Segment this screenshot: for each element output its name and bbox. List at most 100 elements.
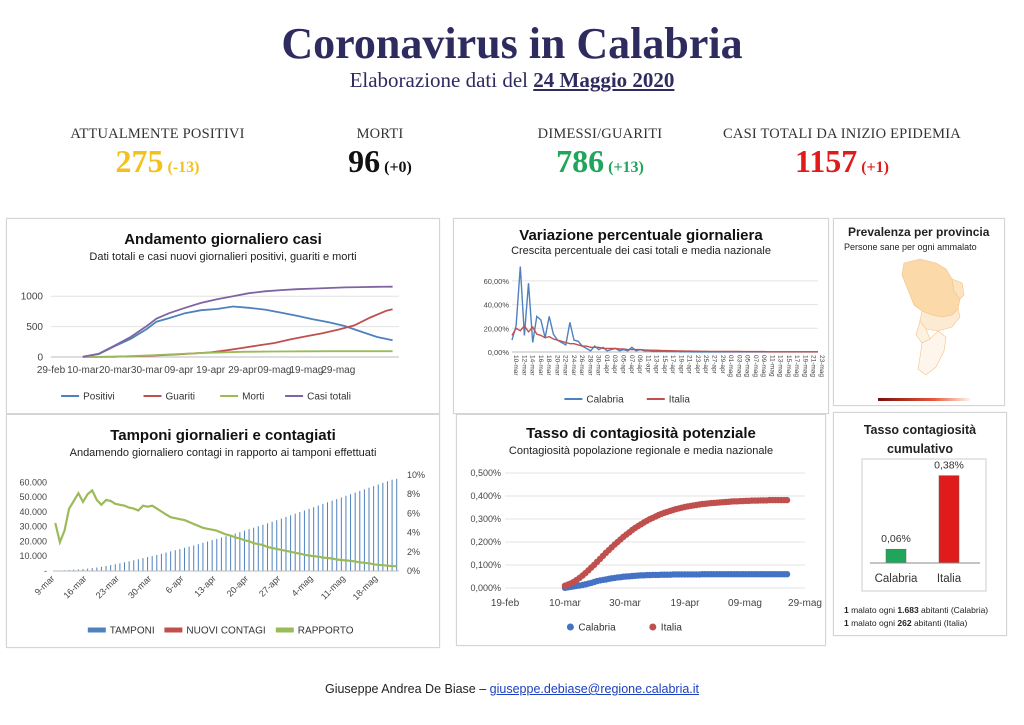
kpi-label: MORTI	[356, 126, 404, 142]
chart-contagiosita: 0,000% 0,100% 0,200% 0,300% 0,400% 0,500% 19-f…	[470, 468, 821, 634]
chart-panel-variazione: Variazione percentuale giornaliera Cresc…	[453, 218, 829, 414]
kpi-casi-totali: CASI TOTALI DA INIZIO EPIDEMIA 1157 (+1)	[722, 126, 962, 180]
y-tick-label: 1000	[21, 292, 44, 303]
chart-subtitle: Dati totali e casi nuovi giornalieri pos…	[89, 251, 357, 263]
map-panel: Prevalenza per provincia Persone sane pe…	[833, 218, 1005, 406]
chart-subtitle: Andamendo giornaliero contagi in rapport…	[69, 447, 377, 459]
y-tick-label: 20.000	[19, 536, 47, 546]
legend-label: Positivi	[83, 392, 115, 403]
page-subtitle: Elaborazione dati del 24 Maggio 2020	[0, 68, 1024, 93]
y-tick-label: 20,00%	[484, 324, 510, 333]
x-tick-label: 6-apr	[164, 573, 186, 595]
series-line-casi-totali	[82, 285, 393, 358]
series-line-morti	[82, 350, 393, 358]
note-italia: 1 malato ogni 262 abitanti (Italia)	[844, 618, 967, 628]
x-tick-label: 22-mar	[562, 355, 569, 376]
bar-value-label: 0,06%	[881, 533, 911, 545]
legend-label: Calabria	[586, 395, 624, 406]
x-tick-label: 20-mar	[553, 355, 560, 376]
y-tick-label: 30.000	[19, 522, 47, 532]
x-tick-label: 29-apr	[719, 355, 726, 375]
bar-calabria	[885, 548, 907, 564]
x-tick-label: 19-mag	[289, 365, 323, 376]
x-tick-label: 05-apr	[620, 355, 627, 375]
y-tick-label: -	[44, 566, 47, 576]
x-tick-label: 20-mar	[99, 365, 131, 376]
series-line-calabria	[511, 266, 818, 353]
y2-tick-label: 8%	[407, 489, 420, 499]
y-tick-label: 0,200%	[470, 537, 501, 547]
y2-tick-label: 4%	[407, 528, 420, 538]
footer-email-link[interactable]: giuseppe.debiase@regione.calabria.it	[489, 682, 700, 696]
legend-label: Casi totali	[307, 392, 351, 403]
x-tick-label: 28-mar	[586, 355, 593, 376]
note-bold: 1	[844, 605, 849, 615]
y-tick-label: 0	[37, 353, 43, 364]
y-tick-label: 500	[26, 322, 43, 333]
kpi-label: CASI TOTALI DA INIZIO EPIDEMIA	[723, 126, 961, 142]
note-text: abitanti (Italia)	[911, 618, 968, 628]
x-tick-label: 21-mag	[810, 355, 817, 377]
chart-panel-tamponi: Tamponi giornalieri e contagiati Andamen…	[6, 414, 440, 648]
x-tick-label: 17-mag	[793, 355, 800, 377]
point-calabria	[783, 571, 791, 578]
x-tick-label: 09-mag	[728, 598, 762, 609]
note-bold: 1.683	[897, 605, 919, 615]
x-tick-label: 29-mag	[321, 365, 355, 376]
x-tick-label: 09-apr	[164, 365, 194, 376]
legend-label: NUOVI CONTAGI	[186, 626, 265, 637]
chart-cumulativo: 0,06% Calabria 0,38% Italia	[861, 458, 987, 592]
x-tick-label: 05-mag	[744, 355, 751, 377]
x-tick-label: 17-apr	[669, 355, 676, 375]
x-tick-label: 03-apr	[611, 355, 618, 375]
chart-panel-cumulativo: Tasso contagiosità cumulativo 0,06% Calab…	[833, 412, 1007, 636]
x-tick-label: 24-mar	[570, 355, 577, 376]
chart-title: Variazione percentuale giornaliera	[519, 227, 763, 244]
kpi-value: 786	[556, 143, 605, 179]
series-line-positivi	[82, 305, 393, 358]
x-tick-label: 07-mag	[752, 355, 759, 377]
x-tick-label: 25-apr	[702, 355, 709, 375]
x-tick-label: 13-apr	[192, 573, 217, 598]
x-tick-label: 26-mar	[578, 355, 585, 376]
x-tick-label: 19-apr	[677, 355, 684, 375]
x-tick-label: 13-mag	[777, 355, 784, 377]
kpi-value: 96	[348, 143, 381, 179]
x-tick-label: 12-mar	[520, 355, 527, 376]
kpi-morti: MORTI 96 (+0)	[300, 126, 460, 180]
x-tick-label: 11-apr	[644, 355, 651, 374]
y-tick-label: 0,400%	[470, 491, 501, 501]
legend-marker	[566, 623, 574, 631]
kpi-positivi: ATTUALMENTE POSITIVI 275 (-13)	[60, 126, 255, 180]
x-tick-label: Italia	[937, 573, 962, 585]
chart-variazione: 0,00% 20,00% 40,00% 60,00% 10-mar 12-mar 14-ma…	[484, 266, 825, 406]
kpi-label: DIMESSI/GUARITI	[537, 126, 663, 142]
map-province-crotone	[951, 278, 965, 300]
x-tick-label: 03-mag	[735, 355, 742, 377]
note-calabria: 1 malato ogni 1.683 abitanti (Calabria)	[844, 605, 988, 615]
kpi-value: 275	[115, 143, 164, 179]
y-tick-label: 40.000	[19, 507, 47, 517]
y-tick-label: 0,500%	[470, 468, 501, 478]
x-tick-label: 29-apr	[228, 365, 258, 376]
legend-label: RAPPORTO	[298, 626, 354, 637]
y-tick-label: 0,00%	[488, 348, 510, 357]
x-tick-label: 15-mag	[785, 355, 792, 377]
chart-panel-contagiosita: Tasso di contagiosità potenziale Contagi…	[456, 414, 826, 646]
footer: Giuseppe Andrea De Biase – giuseppe.debi…	[0, 682, 1024, 696]
chart-title: Andamento giornaliero casi	[124, 231, 322, 248]
y2-tick-label: 6%	[407, 508, 420, 518]
note-text: malato ogni	[848, 618, 898, 628]
x-tick-label: 10-mar	[549, 598, 581, 609]
map-title: Prevalenza per provincia	[848, 225, 990, 239]
kpi-delta: (+1)	[861, 159, 889, 176]
subtitle-prefix: Elaborazione dati del	[349, 68, 528, 92]
legend-label: Italia	[669, 395, 691, 406]
note-bold: 262	[897, 618, 912, 628]
x-tick-label: 20-apr	[225, 573, 250, 598]
y-tick-label: 50.000	[19, 492, 47, 502]
x-tick-label: 30-mar	[595, 355, 602, 376]
x-tick-label: 21-apr	[686, 355, 693, 375]
kpi-delta: (+0)	[384, 159, 412, 176]
y-tick-label: 60.000	[19, 477, 47, 487]
